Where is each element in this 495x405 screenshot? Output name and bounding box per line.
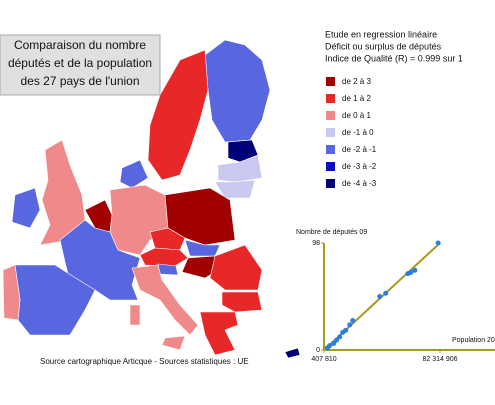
legend-label: de 2 à 3 [342,77,371,86]
romania [209,244,263,291]
legend-swatch [326,128,335,137]
legend-swatch [326,179,335,188]
portugal [2,264,21,321]
legend-label: de -4 à -3 [342,179,377,188]
title-line: députés et de la population [8,56,152,70]
legend-swatch [326,145,335,154]
point [377,294,383,299]
legend-label: de 0 à 1 [342,111,371,120]
point [337,334,343,340]
czech [149,227,186,251]
x-tick-label: 407 810 [311,356,336,363]
x-axis-title: Population 20 [452,337,495,344]
title-line: Comparaison du nombre [14,38,146,52]
legend-label: de -3 à -2 [342,162,377,171]
legend-label: de -2 à -1 [342,145,377,154]
y-axis-title: Nombre de députés 09 [296,229,367,236]
legend-swatch [326,162,335,171]
denmark [119,159,149,189]
finland [204,39,271,143]
sardinia [129,304,141,326]
point [334,337,340,343]
point [325,345,331,351]
slovakia [184,239,221,257]
legend-title: Etude en regression linéaire [325,29,437,39]
italy [131,264,199,336]
source: Source cartographique Articque - Sources… [40,357,249,366]
y-tick-label: 0 [316,347,320,354]
point [405,271,411,277]
austria [139,247,189,267]
legend-label: de -1 à 0 [342,128,374,137]
latvia [217,154,263,183]
ireland [11,187,41,229]
legend-title: Déficit ou surplus de députés [325,41,442,51]
cyprus [284,347,301,359]
greece [199,311,239,356]
lithuania [214,179,256,199]
legend-swatch [326,77,335,86]
bulgaria [221,291,263,313]
title-box [0,34,161,96]
legend-swatch [326,111,335,120]
point [340,330,346,336]
title-line: des 27 pays de l'union [20,74,139,88]
slovenia [157,263,179,276]
point [412,267,418,273]
legend-label: de 1 à 2 [342,94,371,103]
point [350,318,356,324]
sicily [161,335,186,351]
x-tick-label: 82 314 906 [422,356,457,363]
point [331,340,337,346]
map [2,39,301,359]
legend-title: Indice de Qualité (R) = 0.999 sur 1 [325,53,463,63]
y-tick-label: 98 [312,240,320,247]
legend-swatch [326,94,335,103]
point [347,322,353,328]
point [383,290,389,296]
sweden [147,49,209,181]
point [435,240,441,246]
